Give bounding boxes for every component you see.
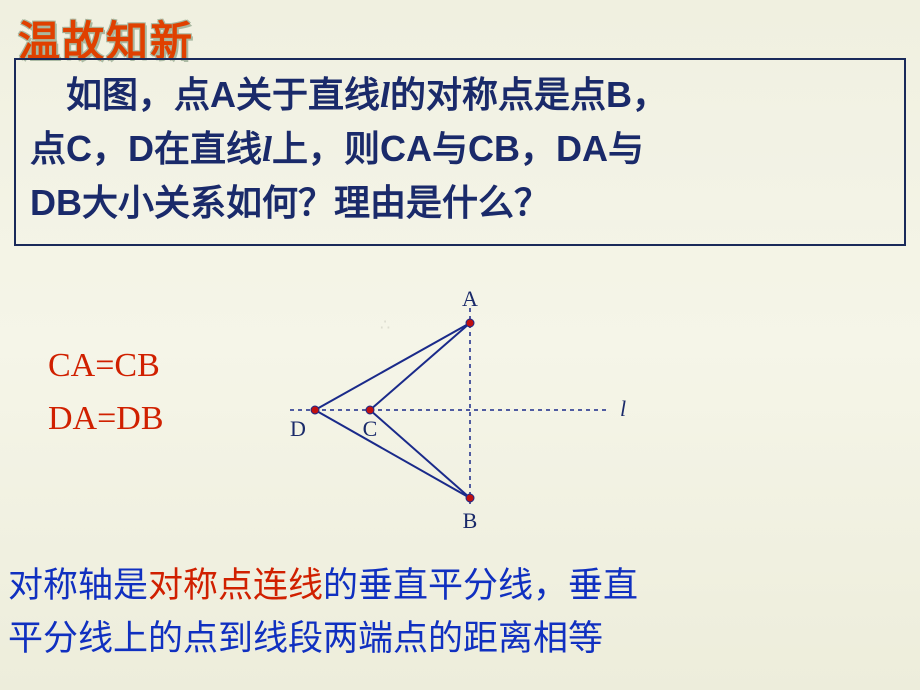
concl-blue2: 的垂直平分线，垂直 [323, 566, 638, 605]
label-B: B [463, 508, 478, 533]
label-line-l: l [620, 396, 626, 421]
label-A: A [462, 286, 478, 311]
concl-red: 对称点连线 [148, 566, 323, 605]
point-B [466, 494, 474, 502]
q-line3: DB大小关系如何？理由是什么？ [30, 182, 550, 223]
q-line2-pre: 点C，D在直线 [30, 128, 262, 169]
question-text: 如图，点A关于直线l的对称点是点B， 点C，D在直线l上，则CA与CB，DA与 … [30, 68, 890, 230]
geometry-diagram: A B C D l [260, 278, 670, 538]
question-box: 如图，点A关于直线l的对称点是点B， 点C，D在直线l上，则CA与CB，DA与 … [14, 58, 906, 246]
equation-2: DA=DB [48, 393, 164, 446]
label-D: D [290, 416, 306, 441]
edge-CA [370, 323, 470, 410]
point-C [366, 406, 374, 414]
point-A [466, 319, 474, 327]
point-D [311, 406, 319, 414]
label-C: C [363, 416, 378, 441]
q-line2-post: 上，则CA与CB，DA与 [272, 128, 644, 169]
q-line1-post: 的对称点是点B， [390, 74, 668, 115]
concl-line2: 平分线上的点到线段两端点的距离相等 [8, 619, 603, 658]
edge-CB [370, 410, 470, 498]
equation-1: CA=CB [48, 340, 164, 393]
q-line2-l: l [262, 129, 272, 169]
q-line1-pre: 如图，点A关于直线 [30, 74, 380, 115]
concl-blue1: 对称轴是 [8, 566, 148, 605]
q-line1-l: l [380, 75, 390, 115]
equations-block: CA=CB DA=DB [48, 340, 164, 445]
conclusion-block: 对称轴是对称点连线的垂直平分线，垂直 平分线上的点到线段两端点的距离相等 [8, 560, 638, 665]
edge-DB [315, 410, 470, 498]
edge-DA [315, 323, 470, 410]
